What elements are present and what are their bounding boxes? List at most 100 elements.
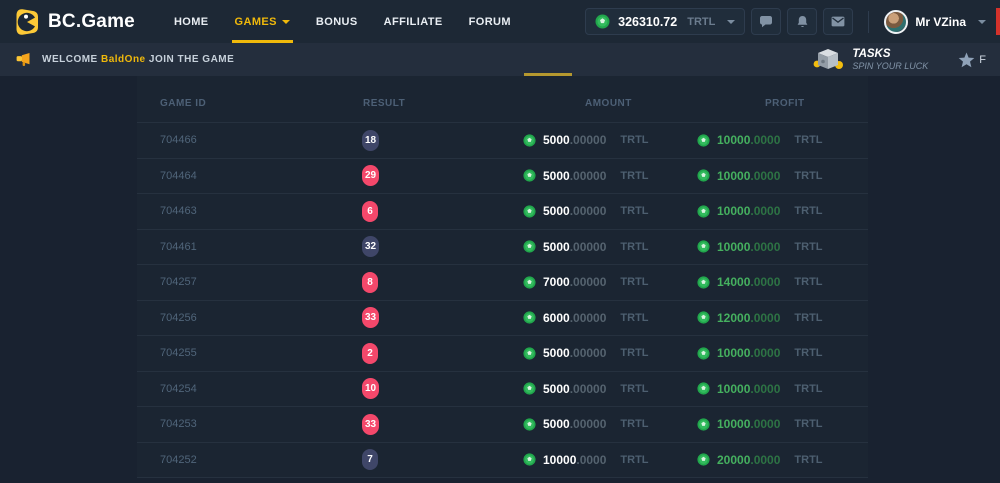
table-row[interactable]: 704253 33 5000.00000 TRTL 10000.0000 TRT… bbox=[137, 407, 868, 443]
brand-name: BC.Game bbox=[48, 10, 135, 32]
chevron-down-icon bbox=[727, 19, 736, 24]
game-id-cell: 704253 bbox=[160, 418, 197, 431]
nav-bonus[interactable]: BONUS bbox=[315, 15, 358, 28]
amount-cell: 5000.00000 TRTL bbox=[427, 417, 697, 431]
amount-integer: 5000 bbox=[543, 346, 570, 361]
table-row[interactable]: 704256 33 6000.00000 TRTL 12000.0000 TRT… bbox=[137, 301, 868, 336]
amount-fraction: .00000 bbox=[569, 417, 607, 432]
column-header-profit: PROFIT bbox=[765, 97, 805, 109]
top-header: BC.Game HOME GAMES BONUS AFFILIATE FORUM… bbox=[0, 0, 1000, 43]
profit-integer: 10000 bbox=[717, 381, 751, 396]
profit-cell: 20000.0000 TRTL bbox=[697, 453, 868, 467]
trtl-coin-icon bbox=[697, 382, 710, 395]
amount-currency: TRTL bbox=[620, 276, 649, 289]
profit-fraction: .0000 bbox=[750, 168, 781, 183]
user-menu[interactable]: Mr VZina bbox=[884, 9, 986, 34]
header-divider bbox=[868, 10, 870, 33]
notifications-button[interactable] bbox=[787, 8, 818, 35]
nav-affiliate[interactable]: AFFILIATE bbox=[383, 15, 443, 28]
trtl-coin-icon bbox=[697, 453, 710, 466]
game-id-cell: 704252 bbox=[160, 453, 197, 466]
profit-currency: TRTL bbox=[794, 169, 823, 182]
bell-icon bbox=[797, 15, 808, 27]
messages-button[interactable] bbox=[823, 8, 854, 35]
amount-fraction: .0000 bbox=[576, 452, 607, 467]
amount-integer: 5000 bbox=[543, 168, 570, 183]
tasks-box-icon bbox=[814, 48, 844, 69]
trtl-coin-icon bbox=[523, 276, 536, 289]
profit-currency: TRTL bbox=[794, 347, 823, 360]
amount-integer: 5000 bbox=[543, 381, 570, 396]
trtl-coin-icon bbox=[523, 418, 536, 431]
table-body: 704466 18 5000.00000 TRTL 10000.0000 TRT… bbox=[137, 123, 868, 478]
amount-integer: 7000 bbox=[543, 275, 570, 290]
result-badge: 18 bbox=[362, 129, 380, 151]
tasks-subtitle: SPIN YOUR LUCK bbox=[852, 60, 929, 71]
right-edge-red-tab[interactable] bbox=[996, 8, 1000, 35]
trtl-coin-icon bbox=[697, 418, 710, 431]
profit-currency: TRTL bbox=[794, 205, 823, 218]
amount-fraction: .00000 bbox=[569, 168, 607, 183]
table-row[interactable]: 704255 2 5000.00000 TRTL 10000.0000 TRTL bbox=[137, 336, 868, 372]
balance-selector[interactable]: 326310.72 TRTL bbox=[585, 8, 746, 35]
table-row[interactable]: 704464 29 5000.00000 TRTL 10000.0000 TRT… bbox=[137, 159, 868, 194]
table-row[interactable]: 704257 8 7000.00000 TRTL 14000.0000 TRTL bbox=[137, 265, 868, 301]
profit-cell: 10000.0000 TRTL bbox=[697, 240, 868, 254]
result-badge: 8 bbox=[362, 271, 378, 293]
amount-cell: 6000.00000 TRTL bbox=[427, 311, 697, 325]
profit-fraction: .0000 bbox=[750, 381, 781, 396]
nav-games[interactable]: GAMES bbox=[222, 0, 303, 43]
amount-cell: 5000.00000 TRTL bbox=[427, 346, 697, 360]
amount-currency: TRTL bbox=[620, 240, 649, 253]
trtl-coin-icon bbox=[697, 276, 710, 289]
game-id-cell: 704256 bbox=[160, 311, 197, 324]
amount-fraction: .00000 bbox=[569, 310, 607, 325]
trtl-coin-icon bbox=[523, 169, 536, 182]
profit-cell: 10000.0000 TRTL bbox=[697, 204, 868, 218]
table-row[interactable]: 704252 7 10000.0000 TRTL 20000.0000 TRTL bbox=[137, 443, 868, 478]
result-badge: 33 bbox=[362, 413, 380, 435]
chevron-down-icon bbox=[281, 19, 290, 24]
profit-fraction: .0000 bbox=[750, 204, 781, 219]
table-row[interactable]: 704466 18 5000.00000 TRTL 10000.0000 TRT… bbox=[137, 123, 868, 159]
table-row[interactable]: 704254 10 5000.00000 TRTL 10000.0000 TRT… bbox=[137, 372, 868, 407]
profit-integer: 10000 bbox=[717, 239, 751, 254]
chat-button[interactable] bbox=[751, 8, 782, 35]
profit-integer: 10000 bbox=[717, 346, 751, 361]
amount-integer: 5000 bbox=[543, 204, 570, 219]
megaphone-icon bbox=[16, 53, 30, 66]
profit-integer: 10000 bbox=[717, 133, 751, 148]
profit-integer: 10000 bbox=[717, 417, 751, 432]
trtl-coin-icon bbox=[697, 205, 710, 218]
amount-integer: 10000 bbox=[543, 452, 577, 467]
trtl-coin-icon bbox=[523, 347, 536, 360]
amount-currency: TRTL bbox=[620, 311, 649, 324]
amount-integer: 5000 bbox=[543, 133, 570, 148]
tasks-widget[interactable]: TASKS SPIN YOUR LUCK bbox=[813, 47, 928, 73]
partial-right-label: F bbox=[979, 53, 986, 66]
nav-home[interactable]: HOME bbox=[173, 15, 209, 28]
profit-currency: TRTL bbox=[794, 276, 823, 289]
table-header-row: GAME ID RESULT AMOUNT PROFIT bbox=[137, 76, 868, 123]
amount-currency: TRTL bbox=[620, 453, 649, 466]
nav-forum[interactable]: FORUM bbox=[468, 15, 511, 28]
table-row[interactable]: 704463 6 5000.00000 TRTL 10000.0000 TRTL bbox=[137, 194, 868, 230]
table-row[interactable]: 704461 32 5000.00000 TRTL 10000.0000 TRT… bbox=[137, 230, 868, 265]
header-right-cluster: 326310.72 TRTL Mr VZina bbox=[585, 8, 1000, 35]
profit-cell: 10000.0000 TRTL bbox=[697, 169, 868, 183]
profit-fraction: .0000 bbox=[750, 239, 781, 254]
amount-cell: 5000.00000 TRTL bbox=[427, 133, 697, 147]
balance-currency: TRTL bbox=[687, 15, 716, 28]
column-header-amount: AMOUNT bbox=[585, 97, 632, 109]
amount-currency: TRTL bbox=[620, 347, 649, 360]
favorites-shortcut[interactable]: F bbox=[958, 52, 986, 68]
trtl-coin-icon bbox=[523, 205, 536, 218]
result-badge: 33 bbox=[362, 307, 380, 329]
profit-currency: TRTL bbox=[794, 311, 823, 324]
brand-logo[interactable]: BC.Game bbox=[13, 7, 135, 37]
active-tab-indicator bbox=[524, 73, 572, 76]
profit-cell: 10000.0000 TRTL bbox=[697, 133, 868, 147]
column-header-game-id: GAME ID bbox=[160, 97, 207, 109]
column-header-result: RESULT bbox=[363, 97, 406, 109]
game-id-cell: 704255 bbox=[160, 347, 197, 360]
